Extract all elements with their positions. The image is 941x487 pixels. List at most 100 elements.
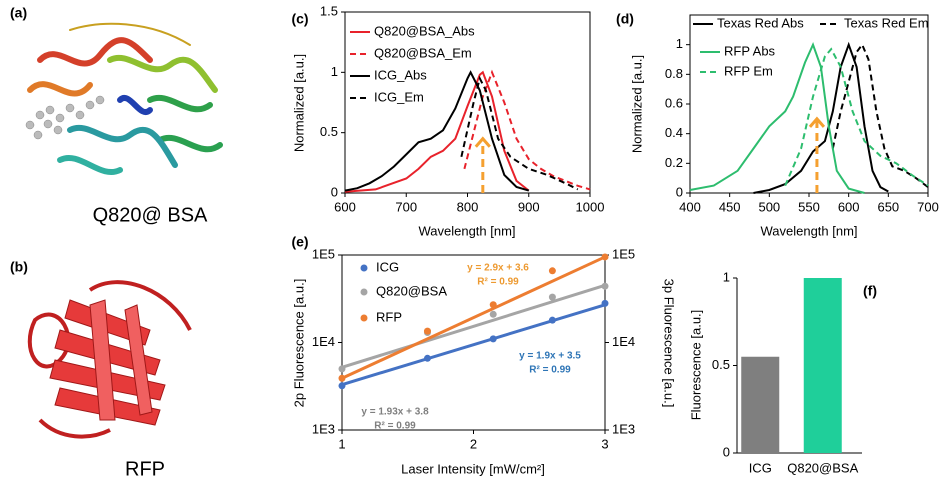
x-tick-label: 600 — [334, 199, 356, 214]
series-line — [784, 47, 929, 187]
y-axis-label: Normalized [a.u.] — [629, 55, 644, 153]
y-tick-label: 1E4 — [312, 334, 335, 349]
x-tick-label: 500 — [758, 199, 780, 214]
caption: RFP — [125, 458, 165, 480]
panel-label: (b) — [10, 259, 28, 275]
point — [489, 301, 497, 309]
x-tick-label: 550 — [798, 199, 820, 214]
legend-label: Q820@BSA_Abs — [374, 23, 475, 38]
protein-image-b — [27, 280, 192, 439]
legend-label: ICG — [376, 259, 399, 274]
x-tick-label: 3 — [601, 436, 608, 451]
legend-label: RFP Abs — [724, 43, 776, 58]
y-axis-label: 2p Fluorescence [a.u.] — [291, 279, 306, 408]
legend-label: Q820@BSA — [376, 283, 447, 298]
legend-swatch — [360, 288, 368, 296]
arrow-head — [474, 136, 491, 148]
series-line — [831, 42, 929, 188]
legend-label: Texas Red Em — [844, 15, 929, 30]
fit-line — [341, 255, 606, 380]
x-tick-label: 800 — [457, 199, 479, 214]
x-tick-label: 650 — [877, 199, 899, 214]
series-line — [344, 70, 530, 193]
x-tick-label: 2 — [470, 436, 477, 451]
panel-label: (e) — [291, 234, 308, 250]
y-tick-label: 0.6 — [665, 95, 683, 110]
y-tick-label: 1 — [676, 36, 683, 51]
legend-label: Q820@BSA_Em — [374, 45, 472, 60]
panel-label: (a) — [10, 5, 27, 21]
x-axis-label: Laser Intensity [mW/cm²] — [401, 461, 545, 476]
y-tick-label: 1.5 — [320, 3, 338, 18]
y-tick-label: 1E3 — [312, 421, 335, 436]
y-tick-label: 0.2 — [665, 155, 683, 170]
point — [338, 365, 346, 373]
x-tick-label: 1000 — [576, 199, 605, 214]
fit-line — [341, 303, 606, 387]
x-tick-label: 700 — [917, 199, 939, 214]
point — [601, 299, 609, 307]
y2-axis-label: 3p Fluorescence [a.u.] — [662, 279, 677, 408]
x-tick-label: 700 — [395, 199, 417, 214]
y-tick-label: 0.5 — [320, 124, 338, 139]
bar — [741, 356, 780, 453]
annotation: y = 2.9x + 3.6 — [467, 263, 529, 274]
point — [489, 335, 497, 343]
legend-label: ICG_Abs — [374, 67, 427, 82]
y-tick-label: 0 — [331, 184, 338, 199]
point — [548, 316, 556, 324]
y-axis-label: Fluorescence [a.u.] — [688, 310, 703, 421]
x-axis-label: Wavelength [nm] — [760, 223, 857, 238]
y2-tick-label: 1E4 — [612, 334, 635, 349]
legend-label: RFP — [376, 309, 402, 324]
series-line — [689, 42, 865, 194]
fit-line — [341, 283, 606, 369]
y2-tick-label: 1E3 — [612, 421, 635, 436]
point — [548, 293, 556, 301]
point — [423, 354, 431, 362]
y-tick-label: 0.8 — [665, 66, 683, 81]
point — [601, 253, 609, 261]
y-tick-label: 0.5 — [712, 357, 730, 372]
y2-tick-label: 1E5 — [612, 246, 635, 261]
y-tick-label: 1E5 — [312, 246, 335, 261]
annotation: R² = 0.99 — [374, 421, 416, 432]
series-line — [463, 69, 591, 191]
legend-swatch — [360, 264, 368, 272]
x-axis-label: Wavelength [nm] — [418, 223, 515, 238]
panel-label: (c) — [291, 11, 308, 27]
annotation: y = 1.9x + 3.5 — [519, 351, 581, 362]
point — [423, 327, 431, 335]
legend-swatch — [360, 314, 368, 322]
point — [338, 374, 346, 382]
legend-label: RFP Em — [724, 63, 773, 78]
x-tick-label: 900 — [518, 199, 540, 214]
series-line — [460, 75, 579, 191]
x-tick-label: ICG — [749, 460, 772, 475]
legend-label: Texas Red Abs — [717, 15, 804, 30]
annotation: y = 1.93x + 3.8 — [361, 407, 429, 418]
caption: Q820@ BSA — [93, 204, 208, 226]
point — [601, 282, 609, 290]
y-tick-label: 1 — [331, 64, 338, 79]
panel-label: (f) — [863, 283, 877, 299]
annotation: R² = 0.99 — [477, 277, 519, 288]
x-tick-label: 600 — [838, 199, 860, 214]
y-tick-label: 0 — [723, 444, 730, 459]
x-tick-label: Q820@BSA — [787, 460, 858, 475]
point — [338, 382, 346, 390]
x-tick-label: 1 — [338, 436, 345, 451]
legend-label: ICG_Em — [374, 89, 424, 104]
series-line — [344, 70, 530, 192]
protein-image-a — [25, 22, 223, 175]
plot-frame — [341, 254, 606, 431]
bar — [803, 278, 842, 453]
point — [489, 310, 497, 318]
point — [548, 267, 556, 275]
x-tick-label: 400 — [679, 199, 701, 214]
y-tick-label: 0.4 — [665, 125, 683, 140]
panel-label: (d) — [616, 11, 634, 27]
y-tick-label: 0 — [676, 184, 683, 199]
